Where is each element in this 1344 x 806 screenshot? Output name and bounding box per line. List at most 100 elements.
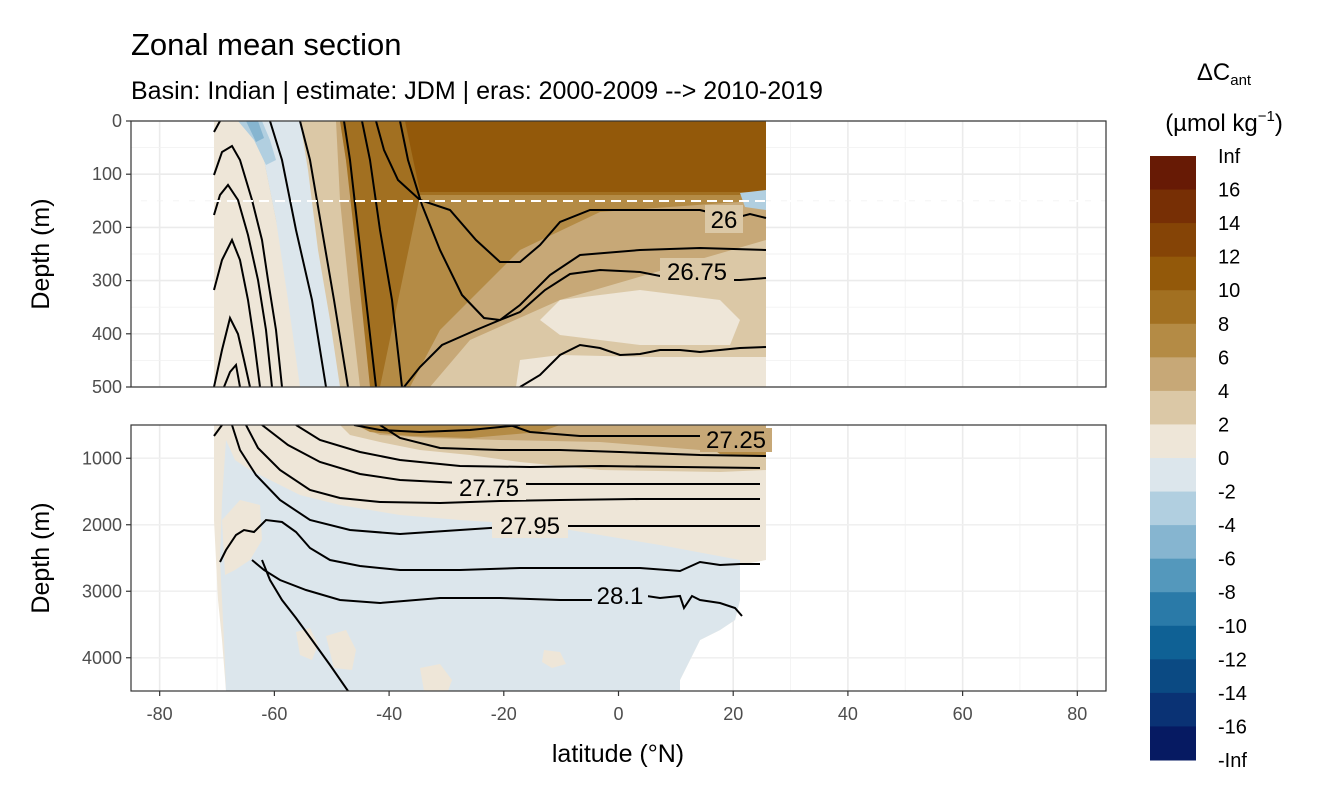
- contour-label-backdrop: [705, 205, 743, 233]
- contour-label-26-75: 26.75: [667, 259, 727, 286]
- legend-swatch: [1150, 692, 1196, 727]
- y-tick-label: 2000: [82, 515, 122, 535]
- lower-isopycnal-line: [379, 425, 767, 457]
- lower-negative-water: [220, 440, 740, 691]
- y-tick-label: 200: [92, 217, 122, 237]
- lower-isopycnal-labels: 27.25 27.75 27.95 28.1: [452, 427, 772, 610]
- lower-isopycnals: [213, 425, 767, 691]
- y-axis-title-upper: Depth (m): [27, 198, 55, 309]
- x-tick-label: 40: [838, 704, 858, 724]
- legend-break-label: -14: [1218, 683, 1247, 705]
- contour-label-backdrop: [660, 258, 734, 286]
- contour-label-28-1: 28.1: [597, 583, 644, 610]
- lower-isopycnal-line: [295, 425, 761, 469]
- y-tick-label: 0: [112, 111, 122, 131]
- x-tick-label: 20: [723, 704, 743, 724]
- upper-isopycnal-line: [213, 237, 261, 387]
- legend-title-base: ΔC: [1197, 59, 1230, 86]
- legend-swatch: [1150, 223, 1196, 258]
- legend-labels: Inf 16 14 12 10 8 6 4 2 0 -2 -4 -6 -8 -10 -12 -14 -16 -Inf: [1218, 146, 1247, 772]
- legend-break-label: -2: [1218, 482, 1236, 504]
- legend-swatch: [1150, 256, 1196, 291]
- y-axis-title-lower: Depth (m): [27, 502, 55, 613]
- contour-label-27-75: 27.75: [459, 475, 519, 502]
- legend-break-label: -10: [1218, 616, 1247, 638]
- legend-break-label: -6: [1218, 549, 1236, 571]
- lower-positive-patch: [326, 630, 356, 670]
- upper-surface-layer: [405, 121, 766, 192]
- contour-label-27-25: 27.25: [706, 427, 766, 454]
- legend-swatches: [1150, 156, 1196, 761]
- legend-swatch: [1150, 458, 1196, 493]
- chart-subtitle: Basin: Indian | estimate: JDM | eras: 20…: [131, 77, 823, 105]
- upper-negative-band: [214, 121, 340, 387]
- contour-label-backdrop: [592, 586, 648, 610]
- legend-unit-suffix: ): [1275, 110, 1283, 137]
- upper-negative-core: [238, 121, 276, 165]
- x-tick-label: -80: [147, 704, 173, 724]
- upper-isopycnal-line: [519, 343, 767, 387]
- y-tick-label: 500: [92, 377, 122, 397]
- upper-isopycnal-line: [403, 319, 501, 387]
- legend-break-label: 12: [1218, 247, 1240, 269]
- upper-isopycnal-labels: 26 26.75: [660, 205, 743, 286]
- y-tick-label: 3000: [82, 581, 122, 601]
- lower-isopycnal-line: [245, 425, 760, 505]
- colorbar-legend: ΔCant (µmol kg−1) Inf 16 14 12 10 8 6 4 2 0 -2 -4 -6…: [1150, 59, 1283, 772]
- legend-break-label: 4: [1218, 381, 1229, 403]
- legend-break-label: 8: [1218, 314, 1229, 336]
- legend-break-label: -16: [1218, 716, 1247, 738]
- legend-swatch: [1150, 491, 1196, 526]
- lower-positive-patch: [296, 628, 318, 660]
- x-axis-title: latitude (°N): [552, 740, 684, 768]
- legend-title-subscript: ant: [1230, 72, 1252, 89]
- x-tick-label: 60: [953, 704, 973, 724]
- legend-swatch: [1150, 424, 1196, 459]
- upper-isopycnal-line: [213, 121, 221, 133]
- upper-southern-light-band: [214, 121, 304, 387]
- y-tick-label: 300: [92, 271, 122, 291]
- legend-swatch: [1150, 390, 1196, 425]
- legend-unit-prefix: (µmol kg: [1165, 110, 1258, 137]
- upper-northern-light-band: [516, 355, 766, 387]
- legend-break-label: Inf: [1218, 146, 1241, 168]
- lower-positive-patch: [542, 650, 566, 668]
- legend-swatch: [1150, 659, 1196, 694]
- y-tick-label: 4000: [82, 648, 122, 668]
- upper-northern-surface-blue: [740, 190, 766, 210]
- upper-negative-peak: [246, 121, 264, 142]
- upper-deep-light-patch: [540, 290, 740, 345]
- y-tick-label: 400: [92, 324, 122, 344]
- upper-isopycnal-line: [213, 315, 251, 387]
- legend-swatch: [1150, 592, 1196, 627]
- legend-break-label: -Inf: [1218, 750, 1247, 772]
- lower-positive-patch: [420, 664, 452, 691]
- legend-swatch: [1150, 189, 1196, 224]
- legend-unit-exponent: −1: [1258, 108, 1275, 125]
- legend-break-label: 16: [1218, 180, 1240, 202]
- y-tick-label: 1000: [82, 448, 122, 468]
- lower-panel-fill: [214, 425, 766, 691]
- legend-swatch: [1150, 290, 1196, 325]
- legend-break-label: 0: [1218, 448, 1229, 470]
- legend-unit: (µmol kg−1): [1165, 108, 1283, 137]
- legend-break-label: 2: [1218, 414, 1229, 436]
- legend-break-label: 6: [1218, 347, 1229, 369]
- lower-isopycnal-line: [213, 425, 223, 437]
- upper-isopycnal-line: [299, 121, 349, 387]
- contour-label-backdrop: [452, 476, 526, 500]
- legend-break-label: -4: [1218, 515, 1236, 537]
- upper-isopycnal-line: [223, 362, 241, 387]
- upper-panel-border: [130, 120, 1107, 388]
- x-tick-label: 80: [1067, 704, 1087, 724]
- upper-isopycnal-line: [269, 121, 327, 387]
- legend-break-label: 14: [1218, 213, 1240, 235]
- legend-break-label: -12: [1218, 649, 1247, 671]
- lower-isopycnal-line: [353, 425, 521, 434]
- legend-swatch: [1150, 726, 1196, 761]
- x-tick-label: -20: [491, 704, 517, 724]
- legend-swatch: [1150, 558, 1196, 593]
- upper-isopycnal-line: [361, 121, 403, 387]
- legend-swatch: [1150, 323, 1196, 358]
